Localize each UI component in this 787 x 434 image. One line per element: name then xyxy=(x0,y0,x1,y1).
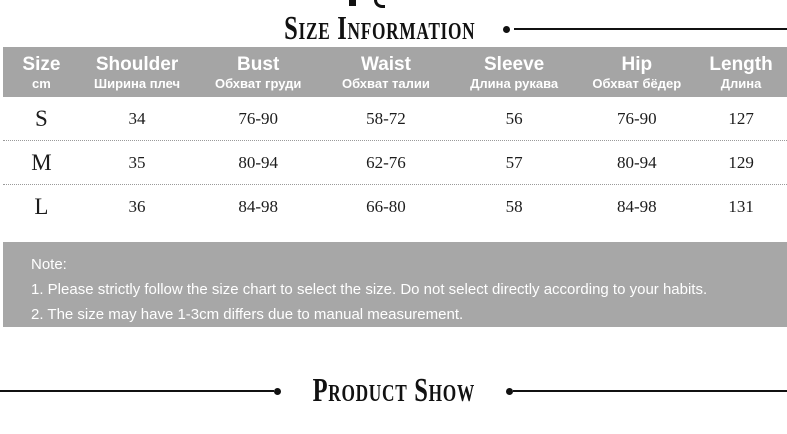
hip-value: 84-98 xyxy=(616,197,657,216)
shoulder-value: 34 xyxy=(128,108,146,128)
shoulder-value: 35 xyxy=(128,152,146,172)
column-header-bust: Bust Обхват груди xyxy=(214,54,302,92)
note-box: Note: 1. Please strictly follow the size… xyxy=(3,242,787,327)
bust-value: 84-98 xyxy=(238,197,278,216)
hip-value: 80-94 xyxy=(616,152,657,172)
waist-value: 58-72 xyxy=(366,108,406,128)
product-show-header: Product Show xyxy=(0,374,787,408)
cutoff-text-fragment xyxy=(374,0,385,8)
bust-value: 80-94 xyxy=(238,152,278,172)
note-line-2: 2. The size may have 1-3cm differs due t… xyxy=(31,306,464,323)
sleeve-value: 57 xyxy=(505,152,523,172)
table-row-size-m: M 35 80-94 62-76 57 80-94 129 xyxy=(3,141,787,185)
divider-line xyxy=(0,390,274,392)
size-value: L xyxy=(34,194,49,219)
hip-value: 76-90 xyxy=(616,108,657,128)
note-line-1: 1. Please strictly follow the size chart… xyxy=(31,281,708,298)
divider-dot-icon xyxy=(502,25,510,33)
size-value: M xyxy=(31,149,52,175)
product-show-title: Product Show xyxy=(312,372,475,409)
column-header-shoulder: Shoulder Ширина плеч xyxy=(94,54,181,92)
column-header-length: Length Длина xyxy=(709,54,773,92)
column-header-size: Size cm xyxy=(22,54,61,92)
length-value: 127 xyxy=(728,108,754,128)
bust-value: 76-90 xyxy=(238,108,278,128)
size-value: S xyxy=(35,105,48,131)
divider-dot-icon xyxy=(273,387,281,395)
divider-dot-icon xyxy=(506,387,514,395)
table-row-size-l: L 36 84-98 66-80 58 84-98 131 xyxy=(3,185,787,229)
column-header-waist: Waist Обхват талии xyxy=(341,54,430,92)
sleeve-value: 56 xyxy=(505,108,523,128)
size-information-header: Size Information xyxy=(0,12,787,46)
length-value: 131 xyxy=(728,197,754,216)
divider-line xyxy=(513,390,787,392)
column-header-hip: Hip Обхват бёдер xyxy=(592,54,682,92)
table-row-size-s: S 34 76-90 58-72 56 76-90 127 xyxy=(3,97,787,141)
size-table: Size cm Shoulder Ширина плеч Bust Обхват… xyxy=(3,47,787,229)
note-title: Note: xyxy=(31,256,67,273)
size-table-header-row: Size cm Shoulder Ширина плеч Bust Обхват… xyxy=(3,47,787,97)
sleeve-value: 58 xyxy=(505,197,523,216)
size-information-title: Size Information xyxy=(284,10,476,47)
waist-value: 62-76 xyxy=(366,152,406,172)
column-header-sleeve: Sleeve Длина рукава xyxy=(470,54,559,92)
divider-line xyxy=(513,28,787,30)
shoulder-value: 36 xyxy=(128,197,146,216)
waist-value: 66-80 xyxy=(366,197,406,216)
length-value: 129 xyxy=(728,152,754,172)
cutoff-text-fragment xyxy=(349,0,356,6)
